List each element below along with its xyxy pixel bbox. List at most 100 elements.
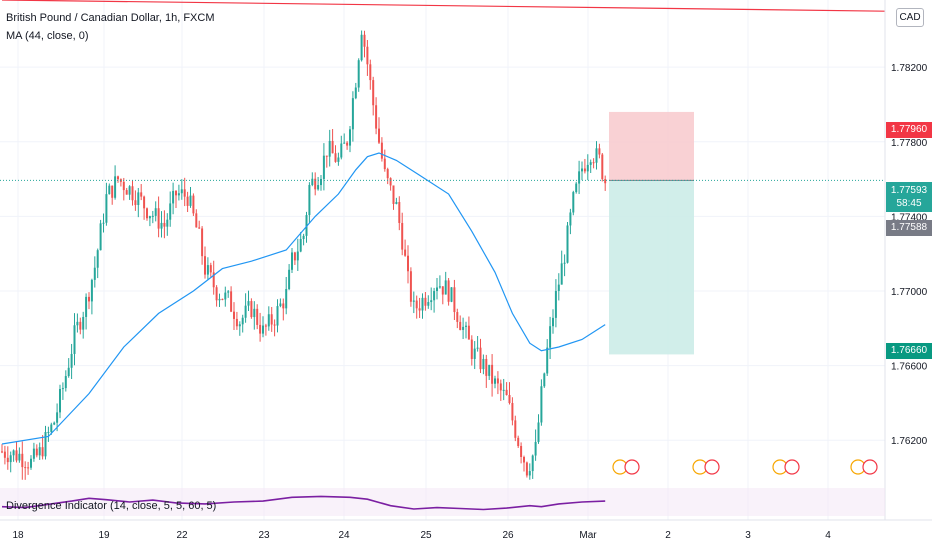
candle-body — [273, 324, 276, 326]
candle-body — [180, 189, 183, 194]
candle-body — [479, 347, 482, 370]
candle-body — [340, 143, 343, 158]
candle-body — [418, 308, 421, 311]
candle-body — [583, 168, 586, 172]
candle-body — [430, 300, 433, 303]
candle-body — [459, 321, 462, 330]
moving-average-line — [1, 152, 606, 445]
candle-body — [206, 265, 209, 275]
candle-body — [15, 450, 18, 461]
candle-body — [372, 80, 375, 106]
candle-body — [528, 471, 531, 476]
candle-body — [227, 291, 230, 293]
candle-body — [404, 249, 407, 256]
candle-body — [467, 325, 470, 340]
candle-body — [520, 445, 523, 458]
event-flag-icon — [784, 459, 800, 475]
x-tick-label: 18 — [12, 530, 24, 541]
candle-body — [409, 271, 412, 302]
candle-body — [401, 222, 404, 250]
candle-body — [146, 208, 148, 219]
candle-body — [99, 223, 102, 251]
candle-body — [250, 301, 253, 318]
x-tick-label: 26 — [502, 530, 514, 541]
candle-body — [88, 296, 90, 302]
x-tick-label: 24 — [338, 530, 350, 541]
candle-body — [67, 367, 70, 377]
candle-body — [349, 129, 351, 146]
candle-body — [314, 178, 317, 190]
candle-body — [331, 140, 334, 154]
candle-body — [302, 235, 305, 240]
candle-body — [375, 105, 378, 129]
candle-body — [3, 451, 6, 458]
candle-body — [198, 227, 201, 229]
candle-body — [499, 383, 502, 391]
candle-body — [436, 287, 438, 292]
candle-body — [322, 155, 325, 179]
candle-body — [53, 422, 56, 425]
candle-body — [444, 280, 447, 295]
candle-body — [24, 467, 27, 469]
candle-body — [383, 158, 386, 170]
candle-body — [508, 395, 511, 404]
candle-body — [288, 269, 291, 290]
candle-body — [233, 311, 235, 319]
candle-body — [293, 252, 296, 261]
candle-body — [566, 225, 569, 263]
candle-body — [160, 222, 163, 229]
candle-body — [291, 252, 293, 270]
y-tick-label: 1.76200 — [891, 436, 928, 447]
candle-body — [59, 389, 61, 413]
candle-body — [427, 302, 430, 306]
candle-body — [148, 216, 151, 219]
candle-body — [540, 386, 543, 423]
y-tick-label: 1.77800 — [891, 138, 928, 149]
candle-body — [441, 286, 444, 295]
candle-body — [554, 290, 557, 318]
candle-body — [189, 195, 192, 206]
candle-body — [296, 251, 299, 261]
candle-body — [172, 190, 175, 204]
candle-body — [212, 272, 215, 288]
candle-body — [395, 202, 398, 204]
candle-body — [572, 192, 575, 213]
candle-body — [378, 128, 380, 143]
candle-body — [221, 298, 224, 300]
candle-body — [285, 289, 288, 309]
candle-body — [433, 291, 436, 301]
x-tick-label: 3 — [745, 530, 751, 541]
candle-body — [76, 321, 79, 326]
candle-body — [134, 200, 137, 206]
candle-body — [450, 287, 453, 302]
candle-body — [351, 98, 354, 130]
currency-button[interactable]: CAD — [896, 8, 924, 27]
candle-body — [70, 353, 73, 368]
candle-body — [604, 179, 607, 184]
candle-body — [128, 186, 131, 195]
candle-body — [447, 280, 450, 302]
economic-events — [612, 459, 878, 475]
candle-body — [41, 447, 44, 457]
candle-body — [9, 455, 12, 463]
candle-body — [320, 178, 322, 186]
price-axis-bg — [885, 0, 932, 550]
candle-body — [537, 422, 540, 442]
indicator-line — [1, 495, 606, 511]
candle-body — [569, 212, 572, 226]
y-tick-label: 1.77400 — [891, 212, 928, 223]
candle-body — [1, 451, 3, 453]
candle-body — [169, 203, 172, 220]
y-tick-label: 1.76600 — [891, 362, 928, 373]
candle-body — [241, 317, 244, 325]
candle-body — [32, 448, 35, 459]
candle-body — [276, 306, 279, 326]
candle-body — [35, 448, 38, 456]
candle-body — [175, 190, 177, 196]
candle-body — [157, 208, 160, 229]
candle-body — [163, 222, 166, 227]
candle-body — [105, 194, 108, 223]
candle-body — [346, 142, 349, 146]
candle-body — [143, 196, 146, 209]
